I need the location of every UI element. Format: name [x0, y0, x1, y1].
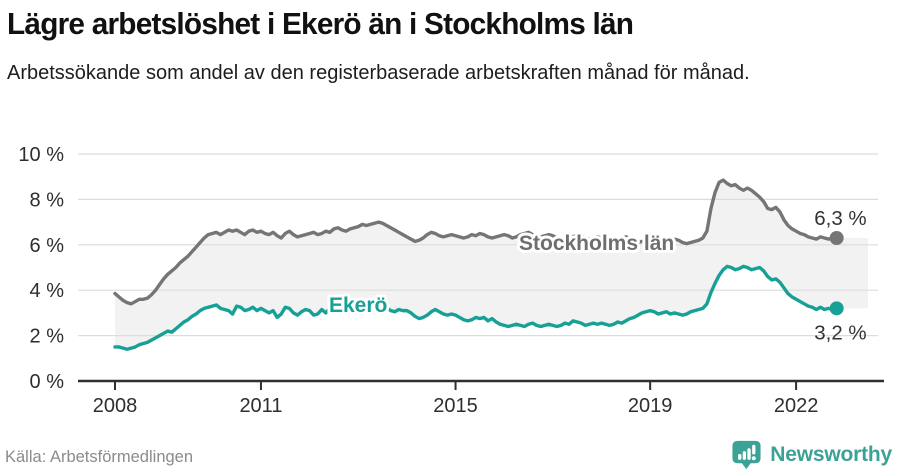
stockholm-line: [113, 178, 839, 306]
ekero-series-label: Ekerö: [329, 294, 387, 317]
y-tick-label: 0 %: [30, 371, 65, 393]
ekero-line: [113, 264, 839, 351]
y-tick-label: 6 %: [30, 235, 65, 257]
chart-area: 0 % 2 % 4 % 6 % 8 % 10 % 2008 2011 2015 2019 2022 S…: [0, 140, 900, 435]
chart-subtitle: Arbetssökande som andel av den registerb…: [7, 62, 750, 84]
newsworthy-logo-text: Newsworthy: [770, 443, 892, 466]
x-tick-label: 2022: [774, 395, 819, 417]
newsworthy-logo[interactable]: Newsworthy: [730, 438, 892, 472]
x-tick-label: 2011: [239, 395, 282, 417]
y-tick-label: 2 %: [30, 326, 65, 348]
source-caption: Källa: Arbetsförmedlingen: [5, 448, 194, 466]
page-title: Lägre arbetslöshet i Ekerö än i Stockhol…: [7, 6, 634, 41]
y-tick-label: 8 %: [30, 189, 65, 211]
stockholm-series-label: Stockholms län: [519, 232, 674, 255]
ekero-end-dot: [829, 301, 844, 316]
ekero-end-value-label: 3,2 %: [814, 321, 866, 344]
between-series-band: [115, 180, 868, 350]
y-tick-label: 4 %: [30, 280, 65, 302]
newsworthy-bubble-chart-icon: [730, 438, 763, 472]
x-tick-label: 2015: [433, 395, 478, 417]
x-tick-label: 2019: [628, 395, 673, 417]
y-tick-label: 10 %: [18, 144, 64, 166]
unemployment-line-chart: 0 % 2 % 4 % 6 % 8 % 10 % 2008 2011 2015 2019 2022 S…: [18, 144, 884, 417]
stockholm-end-value-label: 6,3 %: [814, 207, 866, 230]
x-tick-label: 2008: [93, 395, 138, 417]
stockholm-end-dot: [829, 230, 844, 245]
